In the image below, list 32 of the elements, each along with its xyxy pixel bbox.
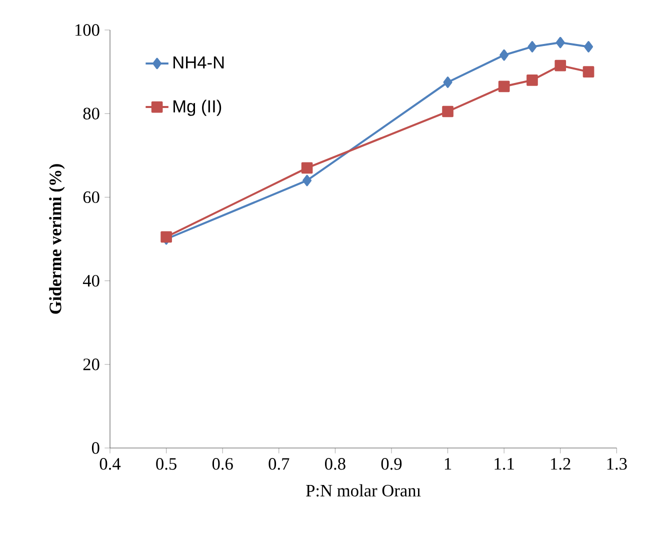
point [498,80,510,92]
legend-label: NH4-N [174,56,224,68]
y-tick-label: 0 [92,442,100,454]
y-tick-label: 60 [83,191,100,204]
point [443,76,452,88]
x-tick-label: 1.3 [607,458,627,470]
y-tick-label: 100 [75,24,100,36]
point [500,49,509,61]
point [554,60,566,72]
point [442,106,454,118]
point [526,74,538,86]
y-tick-label: 20 [83,358,100,370]
x-tick-label: 0.5 [156,458,176,470]
point [528,41,537,52]
x-tick-label: 1.1 [494,458,514,470]
x-axis-title: P:N molar Oranı [306,484,421,497]
y-axis-title: Giderme verimi (%) [49,164,65,314]
y-tick-label: 40 [82,274,100,287]
point [301,162,313,174]
x-tick-label: 0.9 [381,458,402,470]
point [556,36,565,48]
point [302,174,312,186]
legend-label: Mg (II) [174,100,222,116]
x-tick-label: 1.2 [551,458,570,470]
point [584,41,594,52]
point [582,66,594,78]
x-tick-label: 0.7 [268,458,290,470]
y-tick-label: 80 [83,108,100,120]
x-tick-label: 0.4 [100,458,121,470]
x-tick-label: 1 [444,458,452,470]
x-tick-label: 0.8 [325,458,346,470]
x-tick-label: 0.6 [212,458,233,470]
